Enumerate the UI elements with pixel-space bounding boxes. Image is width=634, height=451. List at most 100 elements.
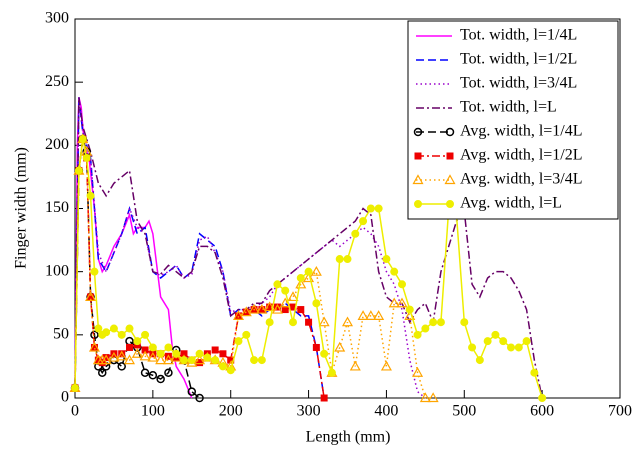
data-point	[187, 387, 197, 396]
x-tick-label: 500	[452, 403, 476, 420]
data-point	[148, 343, 157, 352]
data-point	[226, 366, 235, 375]
legend: Tot. width, l=1/4L Tot. width, l=1/2L Tot.…	[407, 20, 619, 220]
data-point	[530, 368, 539, 377]
data-point	[380, 360, 392, 371]
y-tick-label: 50	[53, 326, 69, 343]
data-point	[271, 303, 283, 314]
data-point	[296, 273, 305, 282]
data-point	[82, 153, 91, 162]
data-point	[359, 217, 368, 226]
data-point	[382, 255, 391, 264]
data-point	[281, 306, 289, 314]
data-point	[388, 297, 400, 308]
data-point	[147, 351, 159, 362]
data-point	[218, 362, 227, 371]
data-point	[514, 343, 523, 352]
y-tick-label: 250	[45, 73, 69, 90]
data-point	[421, 324, 430, 333]
data-point	[522, 337, 531, 346]
data-point	[414, 152, 422, 160]
data-point	[413, 330, 422, 339]
data-point	[419, 392, 431, 403]
legend-label: Avg. width, l=3/4L	[460, 171, 583, 188]
data-point	[180, 356, 188, 365]
data-point	[460, 318, 469, 327]
data-point	[227, 356, 235, 364]
data-point	[289, 303, 297, 311]
data-point	[483, 337, 492, 346]
data-point	[196, 359, 204, 367]
data-point	[164, 368, 173, 377]
data-point	[117, 362, 126, 371]
data-point	[108, 351, 120, 362]
data-point	[155, 354, 167, 365]
data-point	[297, 306, 305, 314]
data-point	[374, 204, 383, 213]
data-point	[71, 383, 79, 392]
data-point	[156, 374, 165, 384]
data-point	[373, 310, 385, 320]
data-point	[139, 350, 151, 361]
data-point	[264, 301, 276, 312]
data-point	[148, 371, 158, 380]
data-point	[172, 349, 181, 358]
data-point	[310, 265, 322, 276]
data-point	[444, 174, 456, 185]
legend-box	[407, 20, 619, 220]
data-point	[289, 318, 297, 327]
data-point	[141, 330, 150, 339]
y-tick-label: 100	[45, 262, 69, 279]
data-point	[312, 343, 320, 351]
data-point	[405, 305, 414, 314]
data-point	[123, 354, 136, 365]
data-point	[203, 353, 212, 362]
data-point	[232, 310, 245, 320]
data-point	[187, 356, 196, 365]
data-point	[351, 229, 360, 238]
data-point	[125, 336, 134, 346]
data-point	[273, 303, 281, 311]
data-point	[162, 354, 174, 365]
data-point	[507, 343, 515, 352]
data-point	[109, 324, 118, 333]
data-point	[141, 346, 149, 354]
x-tick-label: 600	[530, 403, 554, 420]
data-point	[445, 127, 455, 137]
x-tick-label: 400	[374, 403, 398, 420]
plot-area	[69, 97, 547, 403]
data-point	[304, 267, 313, 276]
data-point	[140, 368, 150, 377]
data-point	[281, 286, 290, 295]
data-point	[219, 350, 227, 358]
data-point	[335, 255, 344, 264]
data-point	[327, 368, 336, 377]
legend-label: Avg. width, l=1/2L	[460, 147, 583, 164]
y-tick-label: 0	[61, 389, 69, 406]
y-tick-label: 200	[45, 136, 69, 153]
y-axis-label: Finger width (mm)	[13, 147, 30, 269]
series-line	[74, 99, 426, 399]
legend-label: Tot. width, l=1/4L	[460, 27, 577, 44]
data-point	[446, 200, 454, 208]
data-point	[211, 346, 219, 354]
data-point	[94, 356, 102, 364]
data-point	[250, 356, 259, 365]
data-point	[427, 392, 439, 403]
data-point	[257, 356, 266, 365]
data-point	[100, 354, 112, 365]
data-point	[305, 318, 313, 326]
data-point	[414, 200, 422, 208]
data-point	[117, 330, 126, 339]
data-point	[164, 343, 173, 352]
legend-label: Tot. width, l=L	[460, 99, 557, 116]
data-point	[234, 337, 243, 346]
data-point	[320, 349, 329, 358]
data-point	[412, 174, 424, 185]
data-point	[491, 330, 500, 339]
data-point	[357, 310, 369, 320]
data-point	[446, 152, 454, 160]
data-point	[248, 303, 260, 314]
data-point	[211, 356, 220, 365]
